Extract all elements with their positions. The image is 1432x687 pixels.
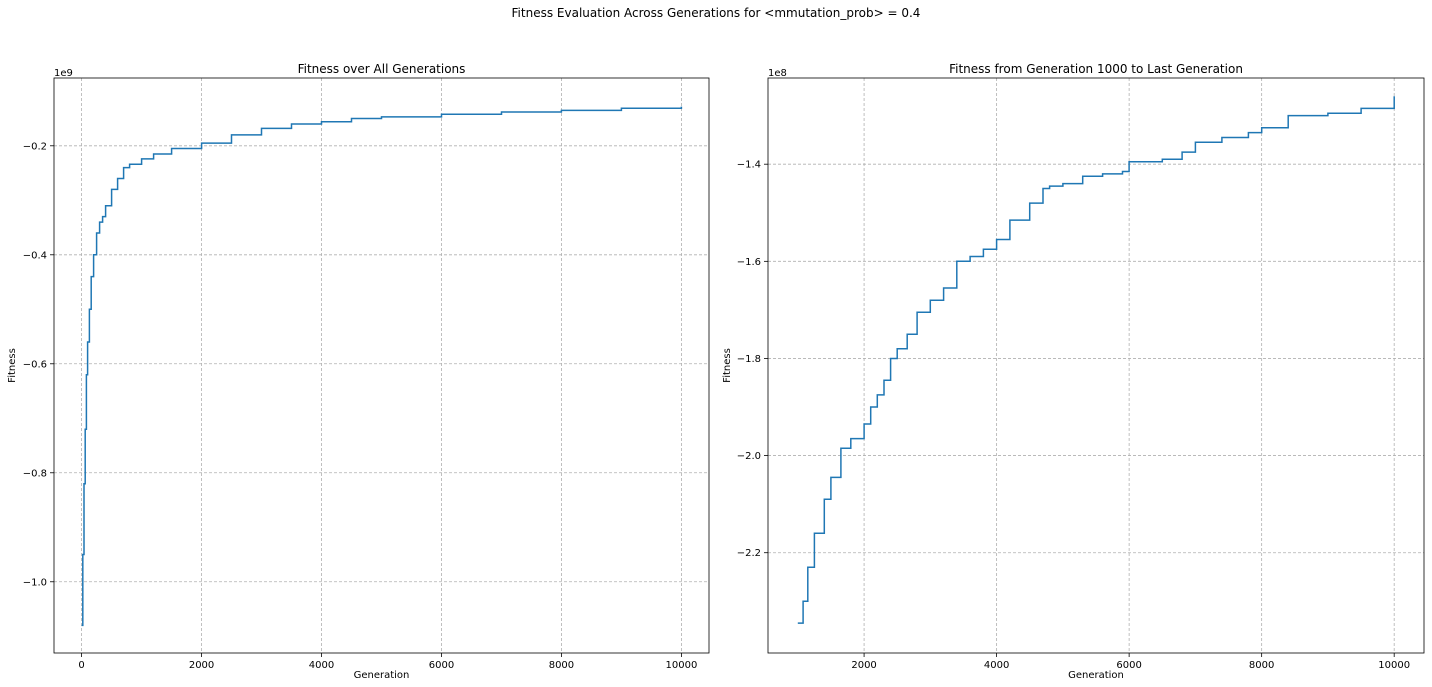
figure-suptitle: Fitness Evaluation Across Generations fo…	[512, 6, 921, 20]
x-tick-label: 4000	[309, 660, 334, 671]
y-tick-label: −1.6	[737, 257, 761, 268]
x-tick-label: 0	[78, 660, 84, 671]
x-axis-label: Generation	[354, 670, 410, 681]
y-tick-label: −1.0	[23, 577, 47, 588]
y-ticks: −1.0 −0.8 −0.6 −0.4 −0.2	[23, 141, 54, 588]
x-tick-label: 8000	[1249, 660, 1274, 671]
y-tick-label: −1.4	[737, 160, 761, 171]
y-axis-label: Fitness	[722, 348, 733, 383]
y-ticks: −2.2 −2.0 −1.8 −1.6 −1.4	[737, 160, 768, 559]
fitness-series-line	[797, 96, 1395, 624]
x-tick-label: 4000	[984, 660, 1009, 671]
grid-lines	[768, 78, 1424, 653]
x-tick-label: 2000	[851, 660, 876, 671]
x-ticks: 0 2000 4000 6000 8000 10000	[78, 653, 697, 671]
subplot-title: Fitness from Generation 1000 to Last Gen…	[949, 62, 1243, 76]
x-tick-label: 10000	[1378, 660, 1410, 671]
y-tick-label: −2.2	[737, 548, 761, 559]
fitness-series-line	[81, 106, 683, 627]
x-tick-label: 6000	[1116, 660, 1141, 671]
subplot-all-generations: Fitness over All Generations 1e9 0 2000 40…	[7, 62, 710, 681]
y-tick-label: −0.4	[23, 250, 47, 261]
x-tick-label: 6000	[429, 660, 454, 671]
x-axis-label: Generation	[1068, 670, 1124, 681]
x-tick-label: 8000	[549, 660, 574, 671]
y-tick-label: −0.2	[23, 141, 47, 152]
y-tick-label: −0.6	[23, 359, 47, 370]
x-tick-label: 2000	[189, 660, 214, 671]
y-tick-label: −0.8	[23, 468, 47, 479]
y-tick-label: −1.8	[737, 354, 761, 365]
axes-frame	[53, 77, 710, 654]
y-offset-text: 1e9	[54, 68, 73, 79]
grid-lines	[54, 78, 709, 653]
axes-frame	[767, 77, 1425, 654]
y-axis-label: Fitness	[7, 348, 18, 383]
subplot-title: Fitness over All Generations	[298, 62, 466, 76]
x-ticks: 2000 4000 6000 8000 10000	[851, 653, 1410, 671]
subplot-generation-1000-onward: Fitness from Generation 1000 to Last Gen…	[722, 62, 1425, 681]
x-tick-label: 10000	[666, 660, 698, 671]
y-tick-label: −2.0	[737, 451, 761, 462]
y-offset-text: 1e8	[768, 68, 787, 79]
